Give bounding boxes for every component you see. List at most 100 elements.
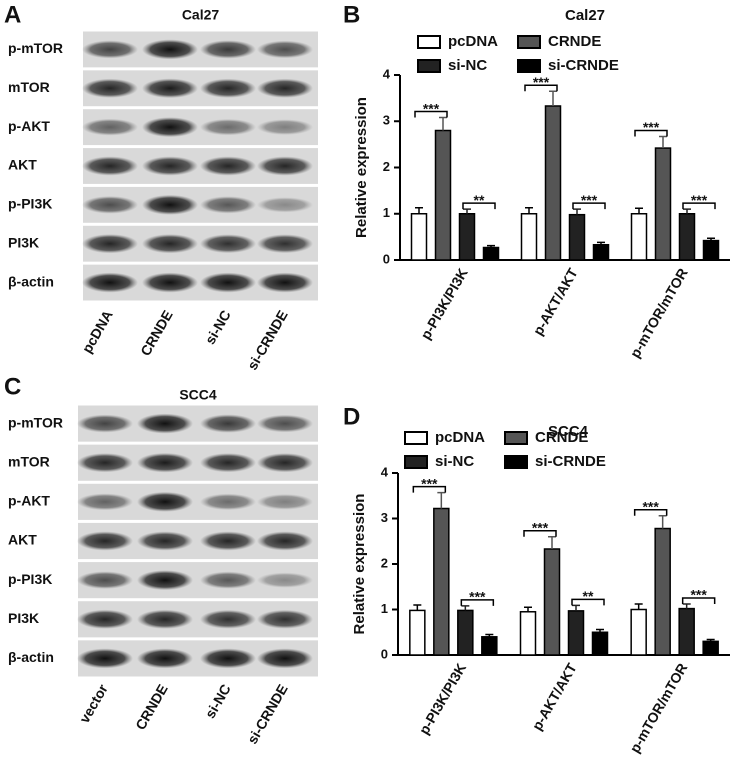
bar [678, 607, 695, 656]
blot-band [142, 194, 198, 215]
blot-row-label: p-AKT [8, 118, 50, 134]
x-tick-label: p-mTOR/mTOR [627, 265, 691, 360]
blot-row-label: mTOR [8, 453, 50, 469]
legend-label: CRNDE [535, 429, 588, 446]
bar [519, 611, 537, 656]
blot-band [137, 413, 193, 434]
blot-band [77, 493, 133, 511]
error-bar [634, 603, 643, 610]
blot-band [77, 648, 133, 669]
blot-title: SCC4 [179, 387, 217, 403]
significance-bracket [523, 529, 557, 537]
error-bar [525, 206, 533, 214]
lane-label: si-NC [202, 681, 234, 721]
significance-label: *** [581, 192, 598, 208]
blot-band [257, 234, 313, 254]
error-bar [461, 605, 470, 611]
significance-bracket [462, 202, 496, 210]
blot-band [82, 40, 138, 59]
significance-label: *** [423, 100, 440, 116]
error-bar [635, 207, 643, 214]
blot-band [200, 648, 256, 669]
blot-band [200, 40, 256, 59]
y-tick-label: 1 [381, 601, 388, 616]
bar [520, 213, 538, 261]
blot-band [77, 453, 133, 473]
blot-band [82, 196, 138, 214]
blot-band [257, 414, 313, 433]
blot-band [82, 118, 138, 136]
error-bar [463, 208, 471, 214]
significance-label: ** [583, 588, 594, 604]
blot-band [200, 493, 256, 511]
blot-band [142, 78, 198, 99]
blot-band [257, 197, 313, 213]
bar [543, 548, 561, 656]
legend-label: si-NC [448, 57, 487, 74]
bar [630, 608, 647, 656]
significance-label: *** [690, 587, 707, 603]
blot-row-label: β-actin [8, 649, 54, 665]
error-bar [437, 491, 446, 509]
blot-band [77, 609, 133, 629]
lane-label: CRNDE [132, 681, 171, 732]
blot-row-label: PI3K [8, 234, 39, 250]
blot-band [257, 531, 313, 551]
y-tick-label: 3 [381, 510, 388, 525]
blot-band [257, 648, 313, 669]
y-tick-label: 4 [381, 464, 389, 479]
lane-label: CRNDE [137, 307, 176, 358]
x-tick-label: p-AKT/AKT [529, 660, 580, 733]
bar [544, 105, 562, 261]
legend-label: CRNDE [548, 33, 601, 50]
blot-band [142, 234, 198, 254]
legend-swatch [417, 35, 441, 49]
panel-label: D [343, 403, 360, 430]
legend-swatch [504, 431, 528, 445]
blot-band [200, 571, 256, 589]
blot-band [142, 39, 198, 60]
significance-bracket [682, 202, 716, 210]
blot-band [137, 609, 193, 629]
blot-band [82, 156, 138, 176]
error-bar [415, 206, 423, 214]
error-bar [572, 604, 580, 611]
blot-band [137, 491, 193, 512]
significance-bracket [414, 110, 448, 118]
blot-band [257, 78, 313, 98]
significance-label: *** [642, 498, 659, 514]
blot-band [200, 78, 256, 98]
blot-title: Cal27 [182, 7, 220, 23]
blot-row-label: p-PI3K [8, 571, 52, 587]
error-bar [682, 603, 691, 609]
blot-band [257, 609, 313, 629]
y-tick-label: 0 [383, 251, 390, 266]
significance-bracket [572, 202, 606, 210]
y-tick-label: 2 [383, 159, 390, 174]
significance-bracket [412, 485, 447, 493]
y-tick-label: 2 [381, 555, 388, 570]
bar [567, 610, 585, 656]
blot-row-label: p-mTOR [8, 414, 63, 430]
x-tick-label: p-AKT/AKT [530, 265, 581, 338]
y-tick-label: 0 [381, 646, 388, 661]
error-bar [573, 208, 581, 215]
significance-bracket [524, 84, 558, 92]
blot-row-label: p-AKT [8, 493, 50, 509]
blot-band [137, 570, 193, 591]
legend-swatch [517, 59, 541, 73]
significance-bracket [633, 509, 668, 516]
blot-band [82, 272, 138, 293]
bar [702, 239, 720, 261]
bar [409, 609, 426, 656]
lane-label: si-CRNDE [244, 307, 291, 372]
panel-label: A [4, 1, 21, 28]
blot-band [200, 272, 256, 293]
blot-band [200, 531, 256, 551]
blot-row-label: AKT [8, 532, 37, 548]
error-bar [413, 604, 422, 611]
blot-band [137, 452, 193, 473]
blot-band [257, 572, 313, 588]
error-bar [548, 535, 556, 549]
